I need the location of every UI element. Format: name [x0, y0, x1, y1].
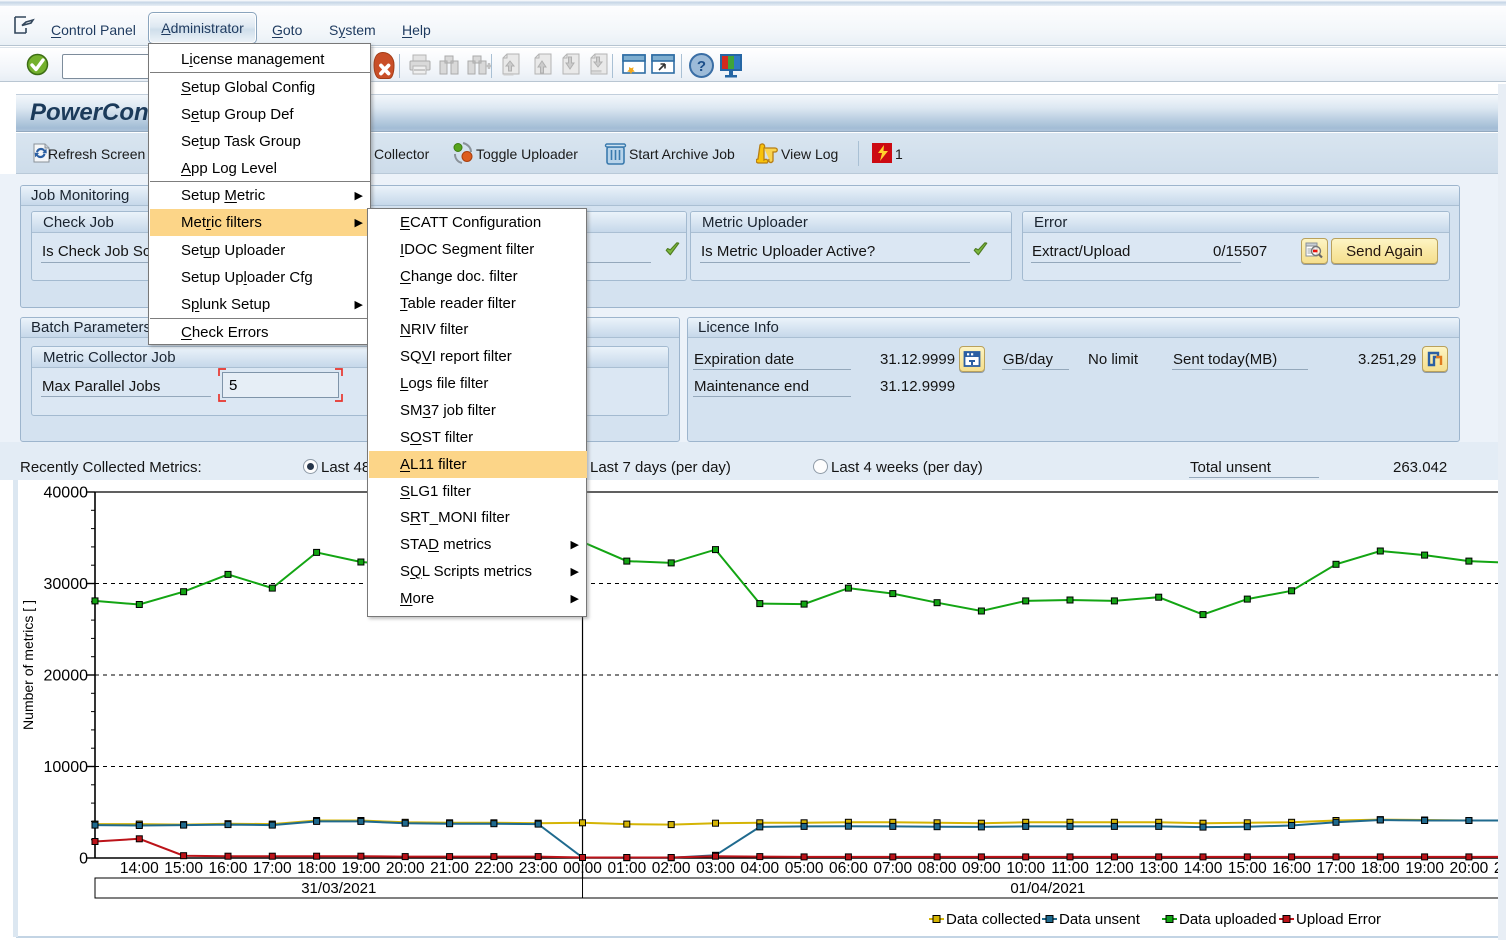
svg-text:02:00: 02:00 — [652, 860, 691, 877]
svg-text:20:00: 20:00 — [386, 860, 425, 877]
svg-text:01/04/2021: 01/04/2021 — [1010, 880, 1085, 897]
svg-text:23:00: 23:00 — [519, 860, 558, 877]
svg-text:Number of metrics [ ]: Number of metrics [ ] — [20, 600, 36, 730]
svg-text:04:00: 04:00 — [740, 860, 779, 877]
svg-text:03:00: 03:00 — [696, 860, 735, 877]
svg-text:11:00: 11:00 — [1051, 860, 1089, 877]
svg-text:09:00: 09:00 — [962, 860, 1001, 877]
svg-text:Data collected: Data collected — [946, 911, 1041, 928]
svg-text:15:00: 15:00 — [164, 860, 203, 877]
svg-text:14:00: 14:00 — [1184, 860, 1223, 877]
svg-text:07:00: 07:00 — [873, 860, 912, 877]
svg-text:12:00: 12:00 — [1095, 860, 1134, 877]
svg-text:30000: 30000 — [44, 576, 89, 593]
svg-text:17:00: 17:00 — [253, 860, 292, 877]
svg-text:16:00: 16:00 — [1272, 860, 1311, 877]
svg-text:10:00: 10:00 — [1006, 860, 1045, 877]
svg-text:40000: 40000 — [44, 485, 89, 502]
svg-text:18:00: 18:00 — [297, 860, 336, 877]
svg-text:13:00: 13:00 — [1139, 860, 1178, 877]
svg-text:20:00: 20:00 — [1450, 860, 1489, 877]
svg-text:Data unsent: Data unsent — [1059, 911, 1141, 928]
svg-text:16:00: 16:00 — [209, 860, 248, 877]
svg-text:14:00: 14:00 — [120, 860, 159, 877]
svg-text:17:00: 17:00 — [1317, 860, 1356, 877]
svg-text:19:00: 19:00 — [1405, 860, 1444, 877]
svg-text:15:00: 15:00 — [1228, 860, 1267, 877]
svg-text:31/03/2021: 31/03/2021 — [301, 880, 376, 897]
svg-text:Upload Error: Upload Error — [1296, 911, 1381, 928]
svg-text:Data uploaded: Data uploaded — [1179, 911, 1277, 928]
svg-text:08:00: 08:00 — [918, 860, 957, 877]
svg-text:20000: 20000 — [44, 668, 89, 685]
svg-text:00:00: 00:00 — [563, 860, 602, 877]
svg-text:06:00: 06:00 — [829, 860, 868, 877]
svg-text:21:00: 21:00 — [430, 860, 469, 877]
svg-text:0: 0 — [79, 851, 88, 868]
svg-text:10000: 10000 — [44, 759, 89, 776]
svg-text:01:00: 01:00 — [607, 860, 646, 877]
svg-text:05:00: 05:00 — [785, 860, 824, 877]
svg-text:?: ? — [697, 58, 706, 75]
svg-text:22:00: 22:00 — [474, 860, 513, 877]
svg-text:18:00: 18:00 — [1361, 860, 1400, 877]
svg-text:19:00: 19:00 — [342, 860, 381, 877]
